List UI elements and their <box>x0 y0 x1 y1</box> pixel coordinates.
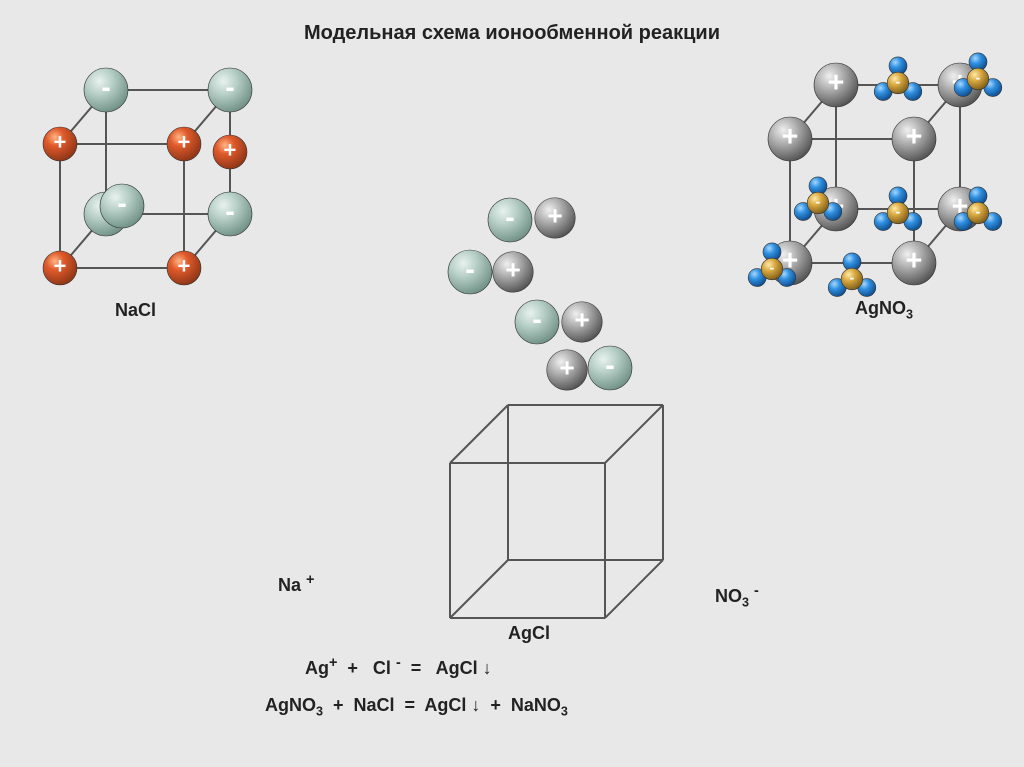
svg-text:-: - <box>896 203 901 219</box>
svg-text:-: - <box>225 72 235 104</box>
nacl-label: NaCl <box>115 300 156 321</box>
cl-ion: - <box>208 68 252 112</box>
svg-text:-: - <box>770 259 775 275</box>
svg-text:+: + <box>178 253 191 278</box>
n-atom: - <box>761 258 783 280</box>
svg-text:-: - <box>976 203 981 219</box>
n-atom: - <box>887 202 909 224</box>
svg-text:-: - <box>532 304 542 336</box>
svg-text:+: + <box>828 67 845 99</box>
svg-text:+: + <box>178 129 191 154</box>
na-ion: + <box>167 127 201 161</box>
svg-text:-: - <box>465 254 475 286</box>
cl-ion: - <box>448 250 492 294</box>
na-ion: + <box>43 251 77 285</box>
cl-ion: - <box>588 346 632 390</box>
ag-ion: + <box>814 63 858 107</box>
svg-text:-: - <box>896 73 901 89</box>
svg-text:-: - <box>101 72 111 104</box>
cl-ion: - <box>100 184 144 228</box>
free-ion-pairs: -+-+-++- <box>448 198 632 390</box>
agcl-empty-cube <box>450 405 663 618</box>
svg-text:+: + <box>574 304 589 334</box>
no3-ion-label: NO3 - <box>715 583 759 610</box>
page-title: Модельная схема ионообменной реакции <box>0 22 1024 45</box>
no3-group: - <box>874 57 922 101</box>
svg-text:-: - <box>117 188 127 220</box>
agno3-lattice: ++++-----++++-- <box>748 53 1002 297</box>
na-ion: + <box>43 127 77 161</box>
full-equation: AgNO3 + NaCl = AgCl ↓ + NaNO3 <box>265 695 568 719</box>
svg-text:-: - <box>850 269 855 285</box>
cl-ion: - <box>208 192 252 236</box>
cl-ion: - <box>515 300 559 344</box>
ag-ion: + <box>892 241 936 285</box>
cl-ion: - <box>84 68 128 112</box>
agcl-label: AgCl <box>508 623 550 644</box>
svg-text:+: + <box>559 352 574 382</box>
svg-text:+: + <box>224 137 237 162</box>
svg-text:-: - <box>225 196 235 228</box>
ag-ion: + <box>547 350 587 390</box>
svg-text:+: + <box>782 121 799 153</box>
ag-ion: + <box>892 117 936 161</box>
svg-text:+: + <box>505 254 520 284</box>
n-atom: - <box>967 68 989 90</box>
svg-text:+: + <box>54 253 67 278</box>
na-ion-label: Na + <box>278 572 314 596</box>
na-ion: + <box>213 135 247 169</box>
cl-ion: - <box>488 198 532 242</box>
ag-ion: + <box>493 252 533 292</box>
n-atom: - <box>807 192 829 214</box>
svg-text:-: - <box>605 350 615 382</box>
ionic-equation: Ag+ + Cl - = AgCl ↓ <box>305 655 492 679</box>
n-atom: - <box>967 202 989 224</box>
svg-text:-: - <box>976 69 981 85</box>
no3-group: - <box>828 253 876 297</box>
svg-text:-: - <box>505 202 515 234</box>
ag-ion: + <box>768 117 812 161</box>
svg-text:+: + <box>54 129 67 154</box>
nacl-lattice: ----++++-+ <box>43 68 252 285</box>
svg-text:+: + <box>547 200 562 230</box>
ag-ion: + <box>562 302 602 342</box>
n-atom: - <box>841 268 863 290</box>
agno3-label: AgNO3 <box>855 298 913 322</box>
svg-text:-: - <box>816 193 821 209</box>
svg-text:+: + <box>906 245 923 277</box>
svg-text:+: + <box>906 121 923 153</box>
na-ion: + <box>167 251 201 285</box>
ag-ion: + <box>535 198 575 238</box>
n-atom: - <box>887 72 909 94</box>
